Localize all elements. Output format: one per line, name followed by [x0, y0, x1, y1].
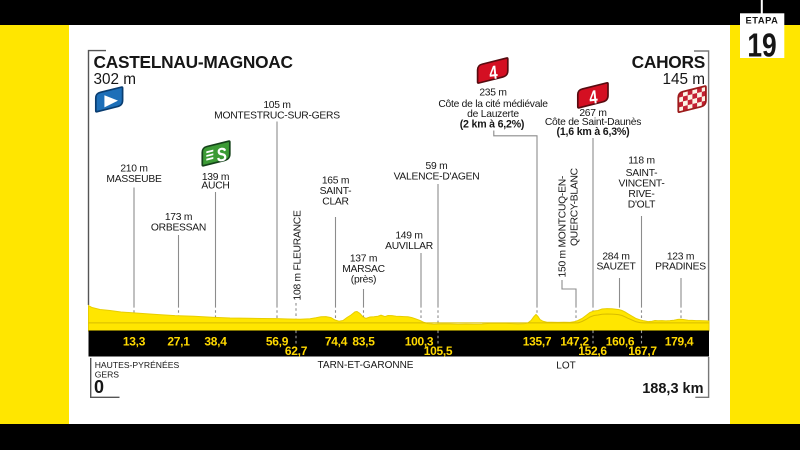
svg-text:MONTESTRUC-SUR-GERS: MONTESTRUC-SUR-GERS — [214, 111, 340, 122]
svg-text:62,7: 62,7 — [285, 344, 308, 358]
svg-text:173 m: 173 m — [165, 212, 192, 223]
svg-text:HAUTES-PYRÉNÉES: HAUTES-PYRÉNÉES — [95, 360, 180, 370]
svg-text:LOT: LOT — [556, 361, 575, 372]
svg-text:150 m MONTCUQ-EN-: 150 m MONTCUQ-EN- — [558, 176, 569, 278]
svg-text:74,4: 74,4 — [325, 335, 348, 349]
svg-text:123 m: 123 m — [667, 252, 694, 263]
svg-text:(2 km à 6,2%): (2 km à 6,2%) — [460, 118, 525, 130]
svg-text:38,4: 38,4 — [204, 335, 227, 349]
svg-text:167,7: 167,7 — [628, 344, 657, 358]
svg-text:ORBESSAN: ORBESSAN — [151, 222, 206, 233]
svg-text:MASSEUBE: MASSEUBE — [106, 174, 162, 185]
svg-text:VINCENT-: VINCENT- — [618, 179, 664, 190]
svg-text:152,6: 152,6 — [578, 344, 607, 358]
svg-text:(1,6 km à 6,3%): (1,6 km à 6,3%) — [557, 126, 630, 138]
svg-text:RIVE-: RIVE- — [628, 189, 654, 200]
svg-text:137 m: 137 m — [350, 254, 377, 265]
svg-text:235 m: 235 m — [479, 88, 506, 99]
svg-text:CLAR: CLAR — [322, 197, 348, 208]
svg-text:59 m: 59 m — [426, 161, 448, 172]
svg-text:160,6: 160,6 — [606, 335, 635, 349]
svg-text:100,3: 100,3 — [405, 335, 434, 349]
svg-text:135,7: 135,7 — [523, 335, 552, 349]
svg-text:D'OLT: D'OLT — [628, 200, 656, 211]
svg-text:108 m FLEURANCE: 108 m FLEURANCE — [293, 210, 304, 300]
svg-text:(près): (près) — [351, 275, 376, 286]
svg-text:ETAPA: ETAPA — [746, 16, 779, 26]
svg-text:147,2: 147,2 — [560, 335, 589, 349]
svg-text:MARSAC: MARSAC — [342, 264, 385, 275]
svg-text:TARN-ET-GARONNE: TARN-ET-GARONNE — [318, 360, 414, 371]
svg-text:SAINT-: SAINT- — [320, 186, 352, 197]
svg-text:56,9: 56,9 — [266, 335, 289, 349]
svg-text:302 m: 302 m — [94, 71, 137, 88]
svg-text:105,5: 105,5 — [424, 344, 453, 358]
svg-text:83,5: 83,5 — [352, 335, 375, 349]
svg-text:SAINT-: SAINT- — [626, 168, 658, 179]
svg-text:165 m: 165 m — [322, 176, 349, 187]
svg-text:13,3: 13,3 — [123, 335, 146, 349]
svg-text:GERS: GERS — [95, 370, 120, 380]
svg-text:QUERCY-BLANC: QUERCY-BLANC — [570, 167, 581, 246]
svg-text:VALENCE-D'AGEN: VALENCE-D'AGEN — [394, 172, 480, 183]
svg-text:27,1: 27,1 — [167, 335, 190, 349]
svg-text:0: 0 — [94, 377, 104, 397]
svg-text:AUVILLAR: AUVILLAR — [385, 241, 433, 252]
svg-text:PRADINES: PRADINES — [655, 262, 706, 273]
svg-text:de Lauzerte: de Lauzerte — [467, 109, 519, 120]
svg-text:188,3 km: 188,3 km — [642, 381, 703, 397]
svg-text:Côte de Saint-Daunès: Côte de Saint-Daunès — [545, 117, 641, 128]
svg-text:284 m: 284 m — [602, 252, 629, 263]
svg-text:4: 4 — [488, 62, 499, 84]
svg-text:139 m: 139 m — [202, 172, 229, 183]
svg-text:CASTELNAU-MAGNOAC: CASTELNAU-MAGNOAC — [94, 52, 293, 72]
svg-text:210 m: 210 m — [120, 164, 147, 175]
svg-text:CAHORS: CAHORS — [632, 52, 705, 72]
svg-text:118 m: 118 m — [628, 156, 655, 167]
svg-text:4: 4 — [588, 86, 599, 108]
svg-text:19: 19 — [747, 28, 776, 64]
svg-text:179,4: 179,4 — [665, 335, 694, 349]
svg-text:149 m: 149 m — [395, 231, 422, 242]
svg-text:145 m: 145 m — [662, 71, 705, 88]
svg-text:267 m: 267 m — [579, 108, 606, 119]
svg-text:105 m: 105 m — [263, 100, 290, 111]
svg-text:SAUZET: SAUZET — [596, 262, 636, 273]
svg-text:AUCH: AUCH — [201, 181, 229, 192]
svg-text:Côte de la cité médiévale: Côte de la cité médiévale — [438, 99, 548, 110]
svg-text:S: S — [215, 143, 229, 166]
